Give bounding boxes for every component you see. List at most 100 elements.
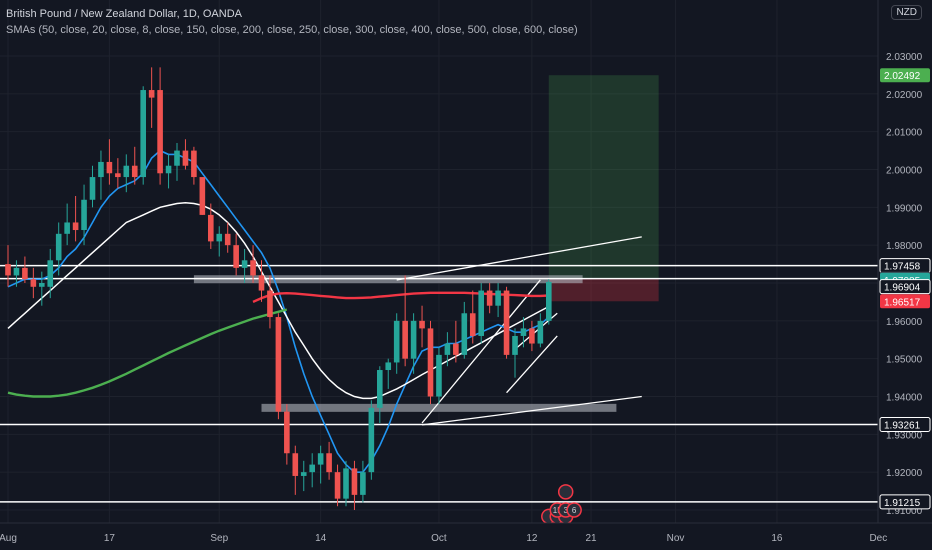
price-tag-label: 1.97458 [884, 262, 921, 273]
candle-body [317, 453, 324, 465]
candle-body [13, 267, 20, 276]
trend-line [421, 395, 642, 426]
event-marker-label: 6 [572, 506, 577, 515]
candle-body [5, 264, 11, 276]
position-loss-zone [548, 278, 659, 302]
y-tick-label: 1.99000 [886, 203, 923, 214]
x-tick-label: Dec [869, 533, 887, 544]
candle-body [503, 290, 510, 355]
candle-body [157, 90, 163, 174]
candle-body [140, 90, 146, 178]
y-tick-label: 1.98000 [886, 241, 923, 252]
candle-body [64, 222, 70, 234]
candle-body [241, 260, 248, 268]
candle-body [546, 281, 552, 321]
currency-label[interactable]: NZD [891, 5, 922, 20]
candle-body [30, 279, 37, 287]
y-tick-label: 2.03000 [886, 52, 923, 63]
price-tag [879, 279, 931, 295]
x-tick-label: 12 [526, 533, 538, 544]
chart-legend: British Pound / New Zealand Dollar, 1D, … [6, 6, 578, 38]
candle-body [436, 354, 442, 397]
candle-body [377, 370, 383, 408]
candle-body [47, 260, 54, 287]
y-tick-label: 2.02000 [886, 90, 923, 101]
candle-body [495, 290, 501, 306]
candle-body [427, 328, 434, 397]
price-tag [880, 294, 930, 309]
price-tag [879, 416, 931, 432]
candle-body [393, 320, 400, 363]
event-marker-icon [557, 484, 574, 500]
x-tick-label: Sep [210, 533, 228, 544]
price-tag-label: 1.91215 [884, 498, 921, 509]
y-tick-label: 1.95000 [886, 355, 923, 366]
candle-body [402, 320, 408, 359]
candle-body [419, 320, 425, 329]
y-tick-label: 1.94000 [886, 393, 923, 404]
candle-body [250, 260, 256, 276]
candle-body [267, 290, 273, 318]
candle-body [410, 320, 417, 359]
sma-line-sma-150 [7, 308, 288, 398]
event-marker-label: 15 [553, 506, 562, 515]
candle-body [478, 290, 484, 336]
candle-body [39, 283, 45, 287]
candle-body [182, 150, 189, 166]
candle-body [72, 222, 79, 231]
candle-body [444, 343, 451, 355]
candle-body [385, 362, 392, 371]
candle-body [292, 453, 299, 476]
candle-body [233, 245, 239, 268]
x-tick-label: 17 [104, 533, 116, 544]
candle-body [98, 161, 104, 178]
position-profit-zone [548, 75, 659, 279]
candle-body [368, 407, 375, 473]
price-tag-label: 1.93261 [884, 420, 921, 431]
candle-body [258, 275, 265, 291]
candle-body [148, 90, 155, 98]
support-zone [261, 403, 617, 412]
candle-body [191, 150, 197, 178]
candle-body [529, 328, 535, 344]
price-tag-label: 1.96517 [884, 297, 921, 308]
candle-body [520, 328, 527, 336]
candle-body [174, 150, 180, 166]
candle-body [275, 317, 282, 412]
y-tick-label: 1.96000 [886, 317, 923, 328]
candle-body [343, 468, 349, 499]
candle-body [81, 199, 87, 231]
y-tick-label: 2.00000 [886, 166, 923, 177]
price-tag [879, 494, 931, 510]
candle-body [461, 313, 468, 355]
y-tick-label: 1.93000 [886, 430, 923, 441]
candle-body [453, 343, 459, 355]
sma-line-sma-8 [7, 149, 550, 473]
y-tick-label: 2.01000 [886, 128, 923, 139]
candle-body [469, 313, 476, 336]
candle-body [165, 165, 172, 174]
candle-body [208, 214, 214, 242]
candle-body [360, 472, 366, 495]
x-tick-label: Oct [431, 533, 447, 544]
candle-body [55, 233, 62, 261]
candle-body [351, 468, 358, 495]
candle-body [131, 165, 138, 178]
candle-body [89, 177, 96, 200]
candle-body [512, 335, 518, 355]
x-tick-label: Aug [0, 533, 17, 544]
price-tag-label: 2.02492 [884, 71, 921, 82]
x-tick-label: 14 [315, 533, 327, 544]
candle-body [115, 173, 121, 178]
price-tag [880, 68, 930, 83]
event-marker-icon [566, 502, 582, 518]
sma-line-sma-20 [7, 202, 550, 400]
candle-body [486, 290, 493, 306]
candle-body [123, 165, 130, 178]
trend-line [506, 335, 558, 394]
candle-body [284, 411, 290, 454]
trend-line [396, 236, 642, 281]
candle-body [326, 453, 332, 473]
